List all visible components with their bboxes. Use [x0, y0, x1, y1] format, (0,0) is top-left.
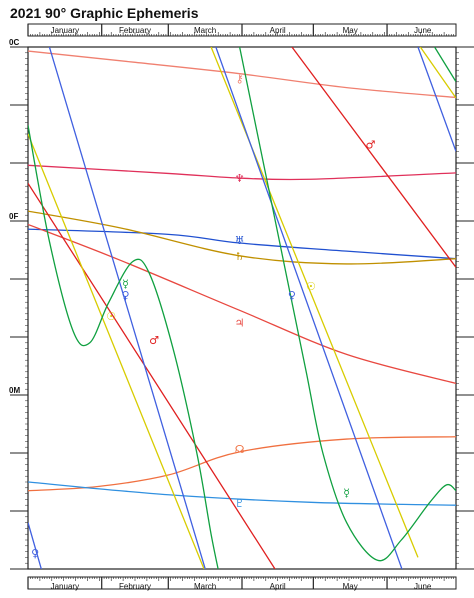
mercury-segment-3-line [434, 47, 456, 83]
mercury-segment-1-line [28, 125, 219, 569]
saturn-line [28, 210, 456, 265]
month-label: March [194, 582, 216, 591]
series-layer [28, 47, 456, 569]
sun-segment-3-line [419, 47, 456, 99]
venus-segment-1-glyph: ♀ [31, 547, 39, 560]
mercury-segment-1-glyph: ☿ [122, 278, 129, 291]
chiron-line [28, 50, 456, 99]
venus-segment-3-glyph: ♀ [288, 289, 296, 302]
y-axis-ticks [10, 46, 474, 570]
sun-segment-1-glyph: ☉ [106, 310, 116, 323]
month-band-bottom: January February March April May June [27, 576, 457, 591]
venus-segment-4-line [417, 47, 456, 152]
month-label: February [119, 26, 151, 35]
venus-segment-2-glyph: ♀ [121, 289, 129, 302]
pluto-glyph: ♇ [235, 497, 245, 510]
month-label: February [119, 582, 151, 591]
neptune-glyph: ♆ [235, 172, 245, 185]
planet-glyph-layer: ⚷♆♅♄♃☊♇♂♂☉☉♀♀ ♀☿☿ [31, 72, 375, 559]
chart-title: 2021 90° Graphic Ephemeris [10, 5, 199, 21]
neptune-line [28, 164, 456, 181]
uranus-glyph: ♅ [235, 234, 245, 247]
mercury-segment-2-line [238, 47, 456, 562]
mars-segment-2-line [291, 47, 456, 268]
y-axis-label: 0M [9, 386, 20, 395]
plot-frame [27, 46, 457, 570]
month-label: June [414, 26, 432, 35]
month-label: April [270, 26, 286, 35]
month-label: March [194, 26, 216, 35]
month-label: May [343, 582, 358, 591]
sun-segment-2-glyph: ☉ [306, 280, 316, 293]
month-label: January [51, 26, 79, 35]
sun-segment-2-line [210, 47, 419, 558]
mercury-segment-2-glyph: ☿ [343, 486, 350, 499]
month-label: June [414, 582, 432, 591]
month-label: May [343, 26, 358, 35]
month-label: January [51, 582, 79, 591]
venus-segment-1-line [28, 522, 42, 569]
month-band-top: January February March April May June [27, 23, 457, 37]
mars-segment-1-line [28, 182, 276, 569]
month-label: April [270, 582, 286, 591]
y-axis-label: 0C [9, 38, 19, 47]
venus-segment-2-line [48, 47, 206, 569]
sun-segment-1-line [28, 133, 205, 569]
venus-segment-3-line [215, 47, 403, 569]
chiron-glyph: ⚷ [236, 72, 244, 85]
y-axis-labels: 0C 0F 0M [9, 38, 20, 395]
jupiter-line [28, 223, 456, 385]
jupiter-glyph: ♃ [235, 317, 245, 330]
mars-segment-2-glyph: ♂ [365, 138, 375, 151]
mars-segment-1-glyph: ♂ [149, 334, 159, 347]
saturn-glyph: ♄ [235, 250, 245, 263]
y-axis-label: 0F [9, 212, 18, 221]
uranus-line [28, 228, 456, 260]
north-node-glyph: ☊ [235, 443, 245, 456]
